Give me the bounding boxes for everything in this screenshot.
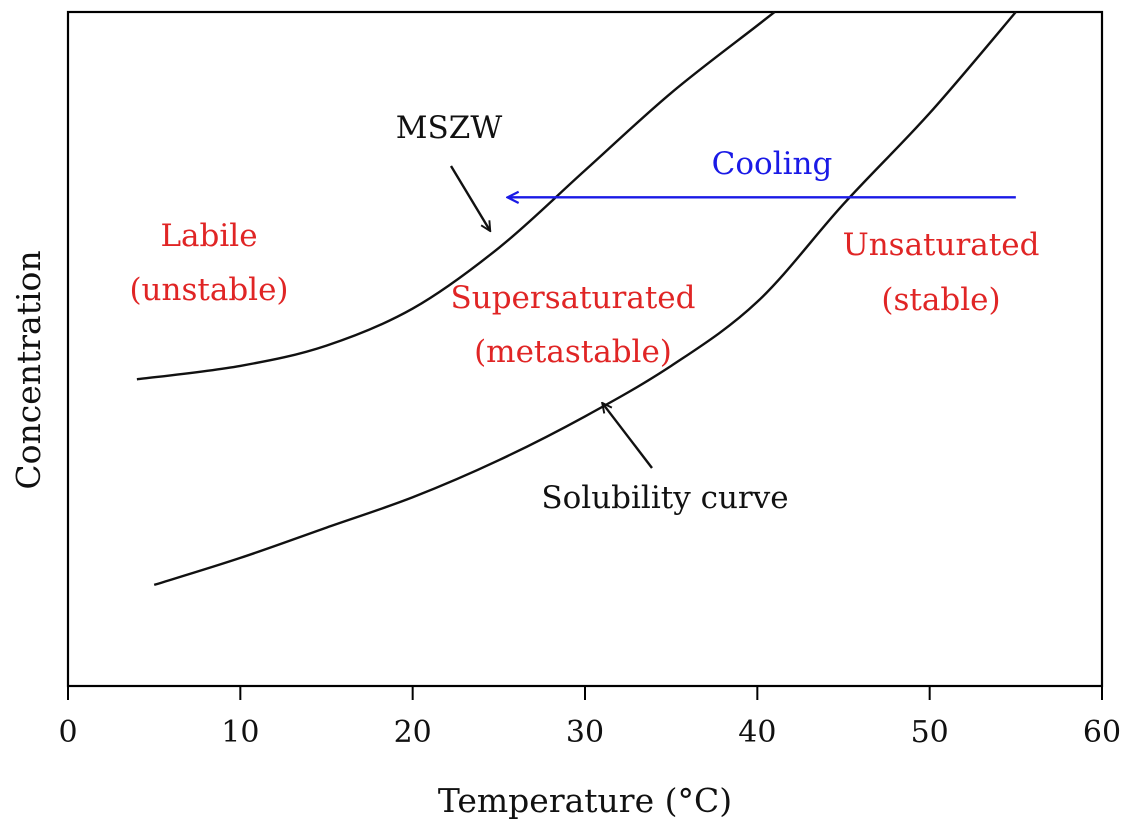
labile-label: Labile [160, 218, 257, 254]
x-axis-ticks: 0 10 20 30 40 50 60 [58, 686, 1121, 750]
unsaturated-label: Unsaturated [843, 227, 1040, 263]
solubility-label: Solubility curve [541, 480, 788, 516]
x-tick-label: 20 [394, 715, 432, 750]
x-tick-label: 40 [738, 715, 776, 750]
labile-sublabel: (unstable) [129, 272, 288, 308]
x-tick-label: 50 [911, 715, 949, 750]
y-axis-title: Concentration [9, 250, 48, 489]
supersaturated-sublabel: (metastable) [474, 334, 672, 370]
x-axis-title: Temperature (°C) [438, 781, 732, 820]
x-tick-label: 10 [221, 715, 259, 750]
x-tick-label: 30 [566, 715, 604, 750]
mszw-curve [136, 11, 776, 381]
x-tick-label: 60 [1083, 715, 1121, 750]
supersaturated-label: Supersaturated [451, 280, 696, 316]
solubility-pointer-arrow [602, 403, 653, 469]
mszw-pointer-arrow [449, 165, 490, 231]
x-tick-label: 0 [58, 715, 77, 750]
cooling-label: Cooling [712, 146, 833, 182]
mszw-label: MSZW [396, 110, 503, 146]
unsaturated-sublabel: (stable) [881, 282, 1000, 318]
